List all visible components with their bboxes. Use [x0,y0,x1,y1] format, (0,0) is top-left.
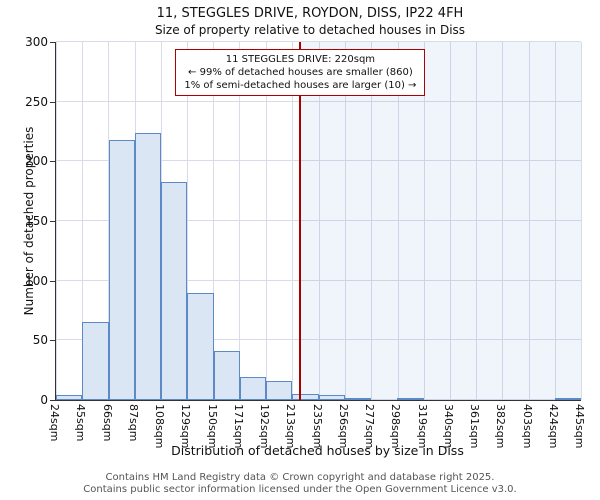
x-tick-label: 192sqm [258,404,271,449]
x-axis-label: Distribution of detached houses by size … [171,443,464,458]
gridline-v [502,42,504,400]
gridline-h [56,100,581,102]
gridline-h [56,279,581,281]
bar [239,377,266,400]
bar [397,398,424,400]
gridline-v [186,42,188,400]
footer-attribution-2: Contains public sector information licen… [83,484,517,495]
annotation-line-1: 11 STEGGLES DRIVE: 220sqm [225,54,376,65]
x-tick-label: 129sqm [179,404,193,449]
x-tick-label: 24sqm [48,404,61,442]
gridline-v [581,42,582,400]
gridline-v [528,42,530,400]
bar [161,181,188,400]
annotation-line-2: ← 99% of detached houses are smaller (86… [188,67,413,78]
plot-area: 11 STEGGLES DRIVE: 220sqm ← 99% of detac… [55,41,582,401]
bar [266,380,293,400]
y-tick-label: 250 [25,94,48,109]
gridline-h [56,41,581,42]
gridline-h [56,220,581,221]
y-tick-label: 0 [40,393,48,407]
y-tick-label: 50 [32,333,48,348]
gridline-v [554,42,556,400]
bar [82,322,109,400]
x-tick-label: 256sqm [336,404,350,449]
x-tick-label: 108sqm [153,404,166,449]
x-tick-label: 235sqm [310,404,324,449]
bar [318,395,345,400]
larger-region-shade [300,42,581,400]
y-tick-mark [50,340,55,342]
y-tick-mark [50,161,55,163]
gridline-v [213,42,215,400]
x-tick-label: 340sqm [441,404,455,449]
gridline-v [423,42,425,400]
bar [213,351,240,400]
x-tick-label: 424sqm [546,404,560,449]
x-tick-label: 403sqm [520,404,534,449]
annotation-box: 11 STEGGLES DRIVE: 220sqm ← 99% of detac… [175,49,426,96]
x-tick-label: 66sqm [100,404,114,442]
gridline-v [371,42,373,400]
gridline-v [82,42,84,400]
gridline-v [345,42,347,400]
gridline-v [476,42,478,400]
x-tick-label: 150sqm [205,404,219,449]
gridline-v [450,42,452,400]
bar [187,292,214,400]
x-tick-label: 87sqm [126,404,140,442]
bar [134,132,161,400]
y-tick-label: 300 [25,35,48,49]
gridline-v [239,42,241,400]
y-tick-mark [50,280,55,282]
chart-subtitle: Size of property relative to detached ho… [154,23,466,37]
y-tick-mark [50,42,55,43]
x-tick-label: 445sqm [573,404,586,449]
y-tick-label: 150 [25,214,48,228]
gridline-h [56,160,581,162]
bar [108,139,135,400]
chart-title: 11, STEGGLES DRIVE, ROYDON, DISS, IP22 4… [156,6,464,21]
y-tick-mark [50,221,55,222]
gridline-v [265,42,267,400]
gridline-v [291,42,293,400]
y-tick-label: 100 [25,273,48,288]
x-tick-label: 298sqm [389,404,403,449]
x-tick-label: 382sqm [494,404,508,449]
y-tick-mark [50,400,55,401]
gridline-v [319,42,321,400]
x-tick-label: 319sqm [415,404,429,449]
x-tick-label: 171sqm [231,404,245,449]
property-marker-line [299,42,302,400]
gridline-v [397,42,399,400]
x-tick-label: 213sqm [284,404,298,449]
bar [554,398,581,400]
annotation-line-3: 1% of semi-detached houses are larger (1… [184,80,417,91]
gridline-v [56,42,57,400]
x-tick-label: 361sqm [468,404,481,449]
y-tick-label: 200 [25,154,48,169]
y-tick-mark [50,101,55,103]
bar [292,394,319,400]
bar [344,398,371,400]
footer-attribution-1: Contains HM Land Registry data © Crown c… [105,472,495,483]
x-tick-label: 277sqm [363,404,376,449]
x-tick-label: 45sqm [74,404,88,442]
gridline-h [56,339,581,341]
bar [56,395,83,400]
